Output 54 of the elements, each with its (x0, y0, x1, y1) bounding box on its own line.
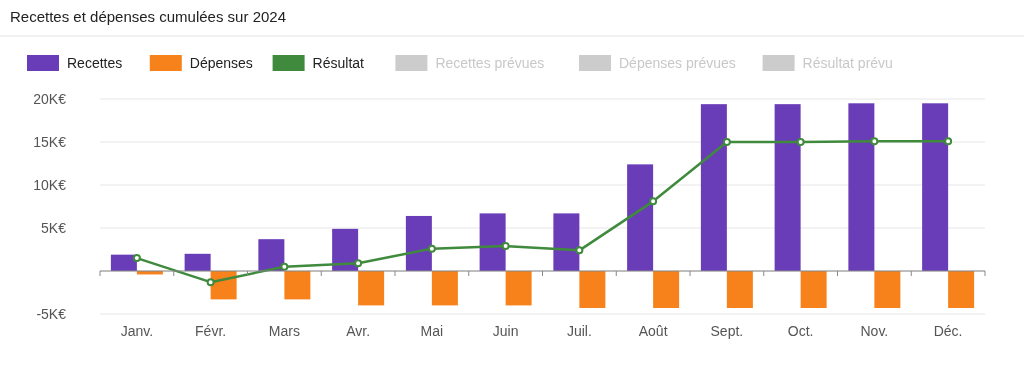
x-tick-label: Janv. (120, 323, 154, 339)
bar (553, 213, 580, 271)
y-tick-label: 20K€ (33, 91, 67, 107)
bar (332, 228, 359, 271)
bar (184, 253, 211, 271)
legend-label: Résultat (312, 55, 365, 71)
point (796, 138, 805, 146)
point (722, 138, 731, 146)
x-tick-label: Févr. (195, 323, 227, 339)
x-tick-label: Juil. (566, 323, 592, 339)
x-tick-label: Mars (268, 323, 300, 339)
bar (874, 271, 901, 308)
point (206, 278, 215, 287)
bar (627, 164, 654, 271)
bar (431, 271, 458, 306)
x-tick-label: Mai (420, 323, 444, 339)
bar (258, 239, 285, 271)
bar (848, 103, 875, 271)
point (280, 262, 289, 271)
point (354, 259, 363, 268)
point (501, 242, 510, 251)
x-tick-label: Avr. (346, 323, 371, 339)
point (649, 197, 658, 206)
y-tick-label: -5K€ (36, 306, 67, 322)
bar (284, 271, 311, 300)
y-tick-label: 10K€ (33, 177, 67, 193)
legend-label: Recettes (67, 55, 123, 71)
bar (700, 104, 727, 271)
bar (922, 103, 949, 271)
y-tick-label: 15K€ (33, 134, 67, 150)
bar (653, 271, 680, 308)
x-tick-label: Déc. (933, 323, 963, 339)
bar (505, 271, 532, 306)
y-tick-label: 5K€ (41, 220, 67, 236)
bar (948, 271, 975, 308)
bar (358, 271, 385, 306)
bar (726, 271, 753, 308)
point (132, 254, 141, 263)
x-tick-label: Sept. (710, 323, 744, 339)
bar (774, 104, 801, 271)
bar (800, 271, 827, 308)
bar (579, 271, 606, 308)
point (870, 137, 879, 146)
x-tick-label: Nov. (860, 323, 889, 339)
chart-title: Recettes et dépenses cumulées sur 2024 (10, 8, 286, 25)
bar (479, 213, 506, 271)
point (575, 246, 584, 255)
legend-label: Dépenses (189, 55, 253, 71)
point (944, 137, 953, 146)
bar (405, 215, 432, 271)
point (427, 244, 436, 253)
x-tick-label: Oct. (787, 323, 814, 339)
x-tick-label: Juin (492, 323, 519, 339)
x-tick-label: Août (638, 323, 668, 339)
